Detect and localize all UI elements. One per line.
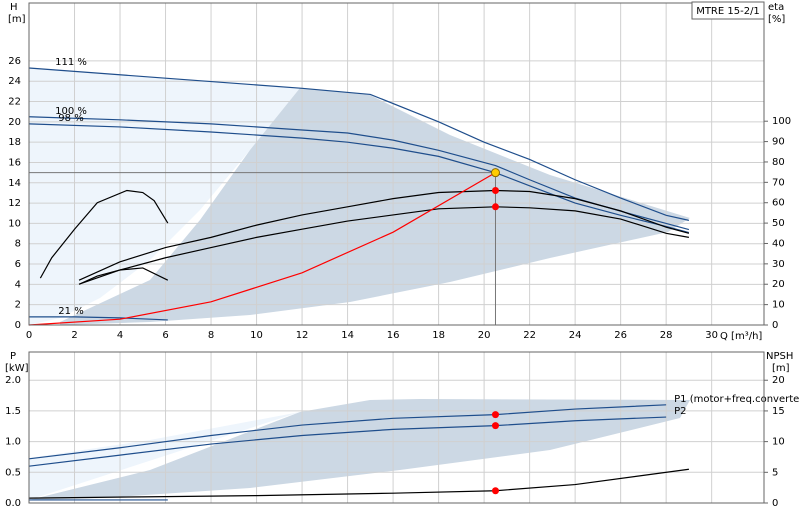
y-tick-label: 2: [15, 300, 21, 311]
x-tick-label: 14: [341, 330, 354, 341]
y-tick-label: 16: [8, 157, 21, 168]
y2-tick-label: 5: [772, 467, 778, 478]
y2-axis-unit: [%]: [768, 14, 785, 25]
y-tick-label: 24: [8, 76, 21, 87]
y-tick-label: 26: [8, 56, 21, 67]
x-tick-label: 16: [387, 330, 400, 341]
data-point: [491, 203, 499, 211]
y2-tick-label: 10: [772, 300, 785, 311]
y2-tick-label: 80: [772, 157, 785, 168]
curve-label: P1 (motor+freq.converter): [674, 394, 800, 405]
y-axis-label: P: [10, 351, 16, 362]
y-tick-label: 14: [8, 178, 21, 189]
title-box: [691, 1, 765, 20]
y-tick-label: 8: [15, 239, 21, 250]
y-tick-label: 4: [15, 279, 21, 290]
curve-label: 21 %: [58, 306, 83, 317]
y2-tick-label: 50: [772, 218, 785, 229]
data-point: [491, 487, 499, 495]
x-tick-label: 30: [705, 330, 718, 341]
x-tick-label: 10: [250, 330, 263, 341]
operating-point: [490, 168, 500, 178]
y2-tick-label: 70: [772, 177, 785, 188]
x-tick-label: 26: [614, 330, 627, 341]
y-tick-label: 1.5: [5, 406, 21, 417]
curve-label: 98 %: [58, 113, 83, 124]
y-tick-label: 20: [8, 117, 21, 128]
y-tick-label: 1.0: [5, 437, 21, 448]
y-tick-label: 10: [8, 218, 21, 229]
y2-tick-label: 30: [772, 259, 785, 270]
y-tick-label: 12: [8, 198, 21, 209]
plot-layer: 0 2 4 6 8 10 12 14 16 18 20 22 24 26 28 300246810121416…: [5, 3, 800, 509]
y2-axis-unit: [m]: [772, 363, 790, 374]
curve-label: P2: [674, 406, 686, 417]
x-tick-label: 22: [523, 330, 536, 341]
y-tick-label: 18: [8, 137, 21, 148]
curve: [39, 189, 169, 279]
curve: [28, 172, 496, 326]
y2-tick-label: 0: [772, 498, 778, 509]
x-tick-label: 4: [117, 330, 123, 341]
range-area: [60, 88, 690, 325]
x-tick-label: 12: [296, 330, 309, 341]
x-tick-label: 20: [478, 330, 491, 341]
y2-tick-label: 20: [772, 279, 785, 290]
x-tick-label: 8: [208, 330, 214, 341]
y2-axis-label: NPSH: [766, 351, 793, 362]
chart-title: MTRE 15-2/1: [696, 6, 760, 17]
data-point: [491, 422, 499, 430]
x-tick-label: 6: [162, 330, 168, 341]
y-tick-label: 0.0: [5, 498, 21, 509]
data-point: [491, 411, 499, 419]
x-tick-label: 24: [569, 330, 582, 341]
top-frame: [28, 2, 765, 326]
y2-axis-label: eta: [768, 2, 784, 13]
y2-tick-label: 0: [772, 320, 778, 331]
curve: [78, 206, 690, 285]
y2-tick-label: 60: [772, 198, 785, 209]
x-axis-label: Q [m³/h]: [720, 331, 762, 342]
x-tick-label: 18: [432, 330, 445, 341]
curve: [28, 468, 689, 499]
y2-tick-label: 100: [772, 116, 791, 127]
curve-label: 100 %: [55, 106, 87, 117]
y-tick-label: 2.0: [5, 375, 21, 386]
y2-tick-label: 40: [772, 238, 785, 249]
x-tick-label: 28: [660, 330, 673, 341]
curve: [78, 267, 169, 285]
curve: [78, 189, 690, 281]
curve: [28, 123, 690, 234]
curve: [28, 404, 667, 460]
y2-tick-label: 20: [772, 375, 785, 386]
range-area-light: [29, 412, 300, 500]
data-point: [491, 186, 499, 194]
y-tick-label: 0.5: [5, 467, 21, 478]
y-axis-unit: [kW]: [5, 363, 29, 374]
curve: [29, 316, 168, 321]
y2-tick-label: 10: [772, 437, 785, 448]
y-tick-label: 0: [15, 320, 21, 331]
y2-tick-label: 90: [772, 137, 785, 148]
y-axis-unit: [m]: [8, 14, 26, 25]
x-tick-label: 2: [71, 330, 77, 341]
y2-tick-label: 15: [772, 406, 785, 417]
curve: [28, 67, 690, 221]
y-tick-label: 22: [8, 97, 21, 108]
x-tick-label: 0: [26, 330, 32, 341]
y-axis-label: H: [10, 2, 18, 13]
y-tick-label: 6: [15, 259, 21, 270]
curve-label: 111 %: [55, 57, 87, 68]
bottom-frame: [28, 351, 765, 504]
range-area-light: [29, 68, 300, 325]
curve: [28, 416, 667, 467]
